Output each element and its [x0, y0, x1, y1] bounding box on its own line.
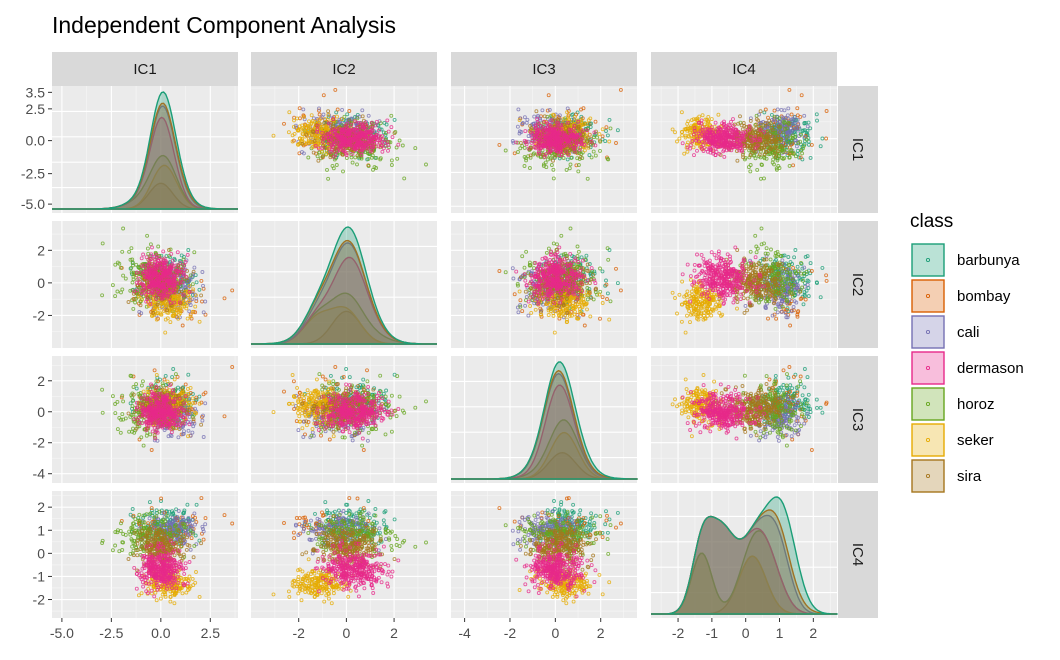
row-strip-label: IC3: [849, 408, 866, 431]
column-strip-label: IC1: [133, 61, 156, 78]
row-strip-label: IC1: [849, 138, 866, 161]
row-strip-label: IC4: [849, 543, 866, 566]
chart-title: Independent Component Analysis: [52, 12, 396, 38]
row-strip-label: IC2: [849, 273, 866, 296]
column-strip-label: IC3: [532, 61, 555, 78]
column-strip-label: IC2: [332, 61, 355, 78]
column-strip-label: IC4: [732, 61, 755, 78]
